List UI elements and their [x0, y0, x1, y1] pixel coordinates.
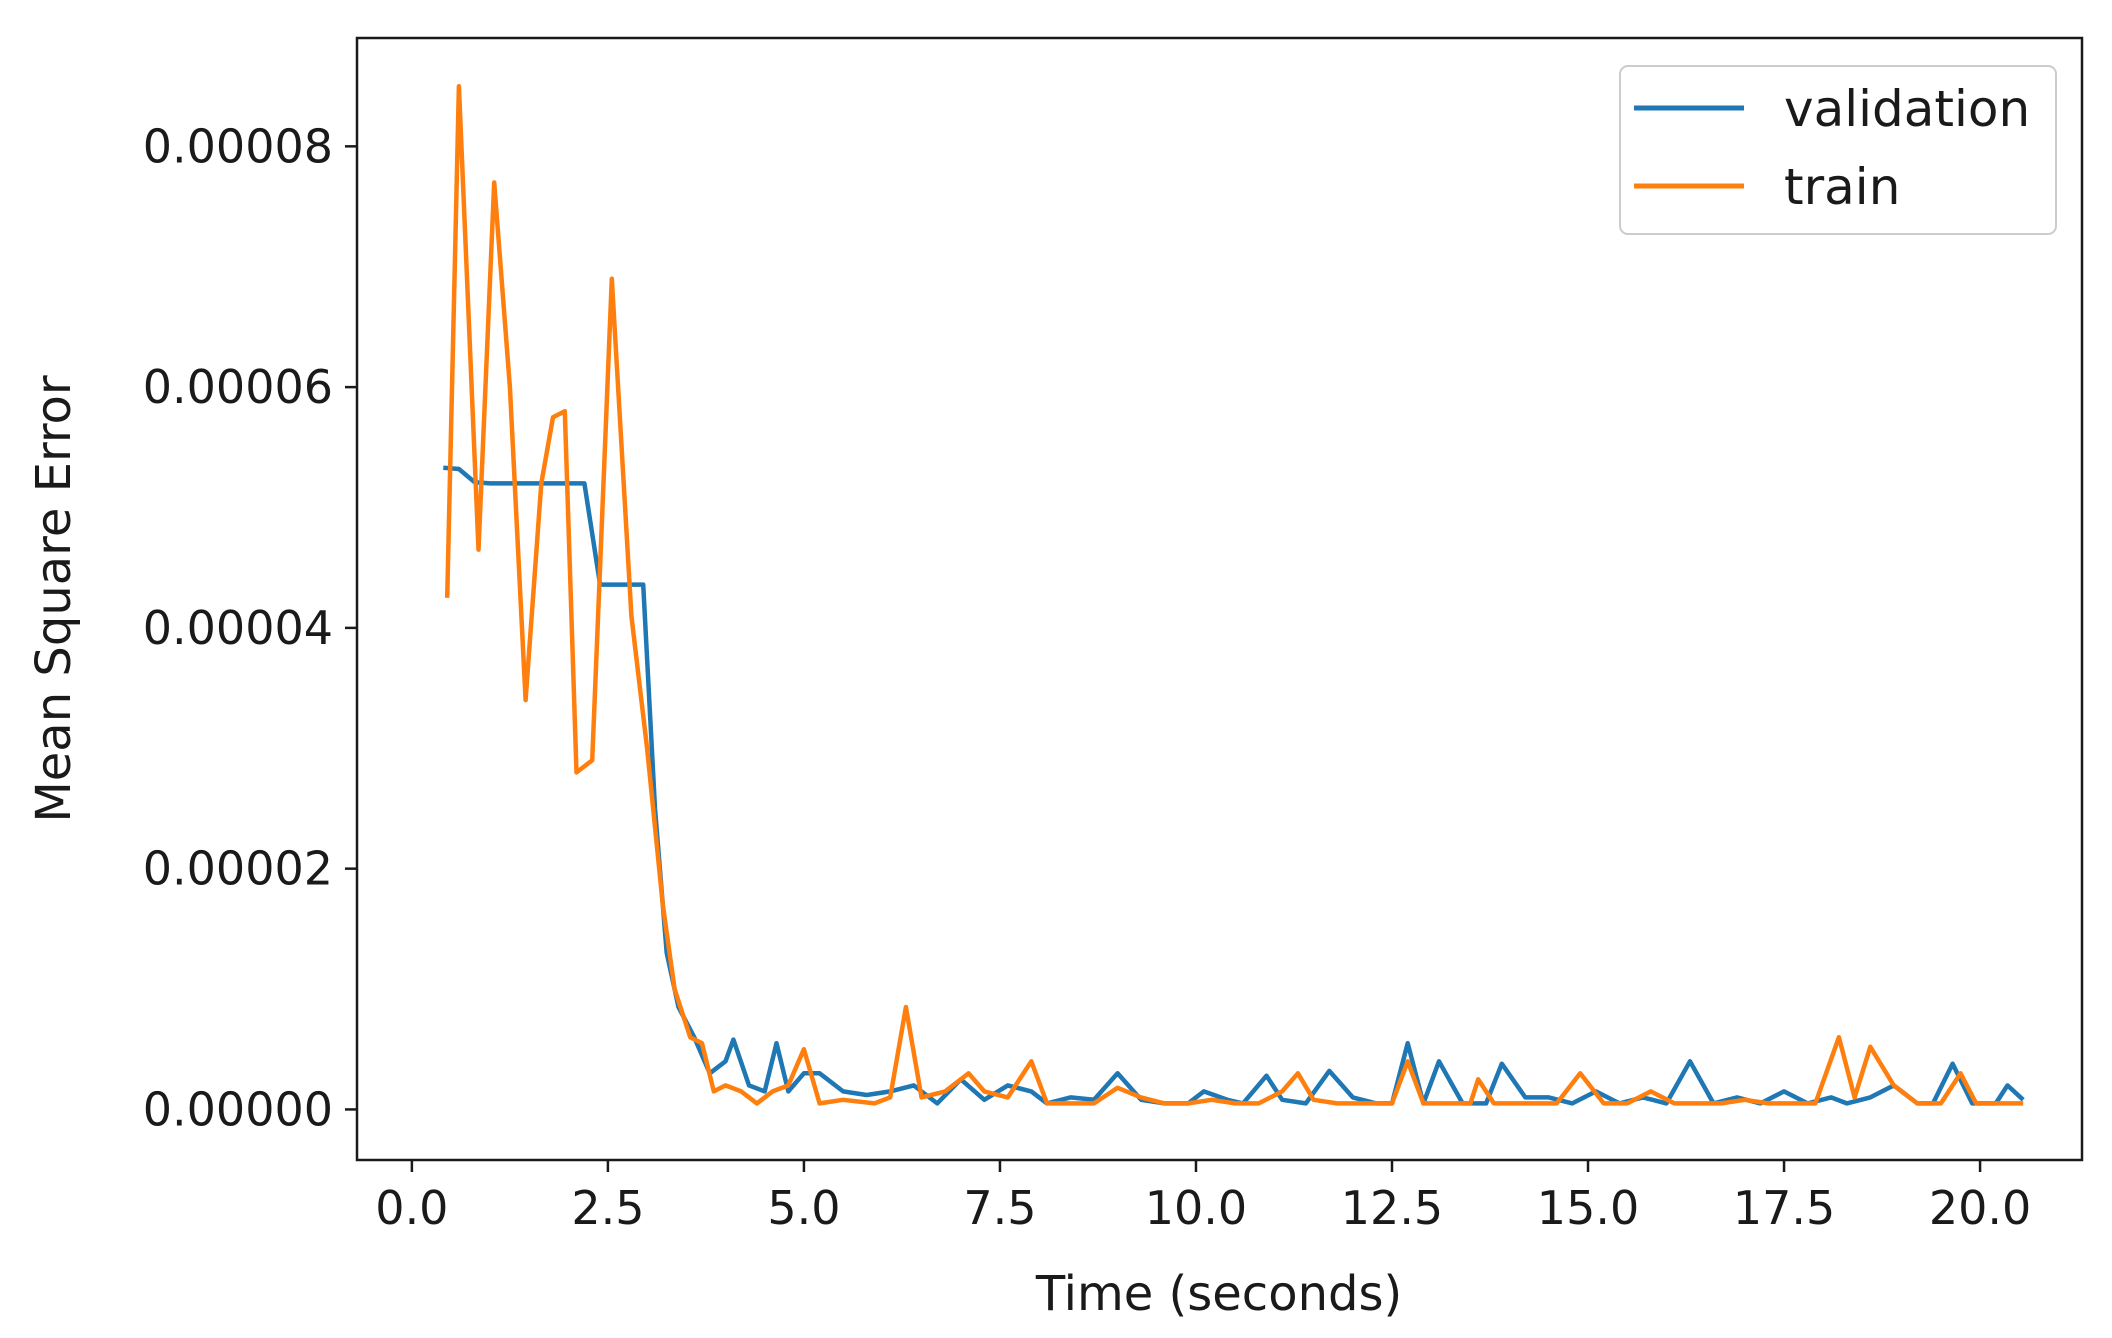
y-tick-label: 0.00002 [143, 842, 333, 896]
y-tick-label: 0.00008 [143, 119, 333, 173]
series-layer [443, 83, 2025, 1106]
x-axis-label: Time (seconds) [1035, 1266, 1402, 1322]
legend-label-validation: validation [1784, 80, 2030, 138]
x-tick-label: 0.0 [375, 1181, 448, 1235]
plot-area-frame [355, 36, 2084, 1162]
y-axis-label: Mean Square Error [26, 375, 82, 823]
legend: validation train [1619, 65, 2057, 235]
x-tick-label: 10.0 [1145, 1181, 1247, 1235]
x-tick-label: 2.5 [571, 1181, 644, 1235]
x-tick-label: 5.0 [767, 1181, 840, 1235]
y-tick-label: 0.00006 [143, 360, 333, 414]
y-tick-label: 0.00004 [143, 601, 333, 655]
y-axis: 0.00000 0.00002 0.00004 0.00006 0.00008 [143, 119, 357, 1136]
x-tick-label: 7.5 [963, 1181, 1036, 1235]
series-line-train [444, 83, 2024, 1106]
x-tick-label: 20.0 [1929, 1181, 2031, 1235]
x-tick-label: 17.5 [1733, 1181, 1835, 1235]
x-tick-label: 12.5 [1341, 1181, 1443, 1235]
y-tick-label: 0.00000 [143, 1082, 333, 1136]
x-tick-label: 15.0 [1537, 1181, 1639, 1235]
x-axis: 0.0 2.5 5.0 7.5 10.0 12.5 15.0 17.5 20.0 [375, 1160, 2031, 1235]
legend-label-train: train [1784, 158, 1900, 216]
